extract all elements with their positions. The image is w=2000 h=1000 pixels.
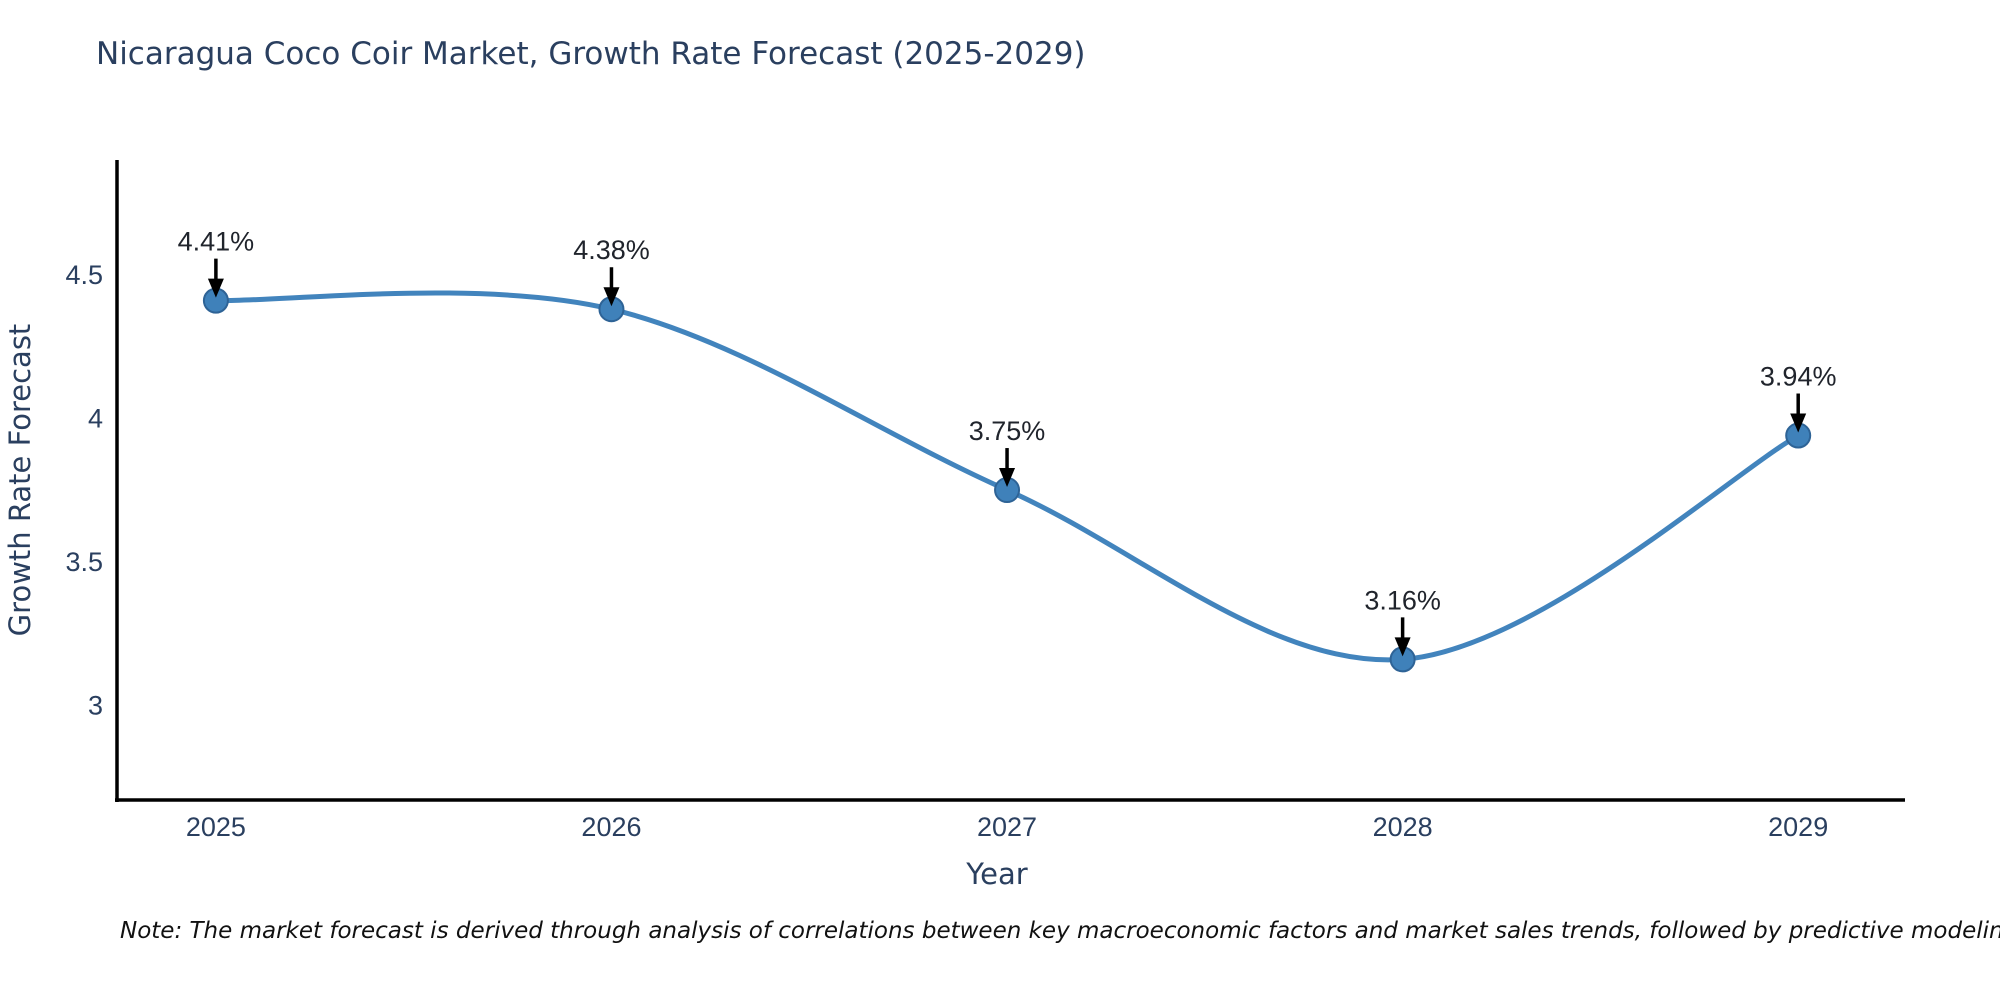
annotation-arrow-head [603,287,620,307]
x-tick-label: 2028 [1373,812,1433,842]
y-axis-tick-labels: 3 3.5 4 4.5 [65,260,103,720]
annotation-arrow-head [1790,413,1807,433]
y-tick-label: 4 [88,403,103,433]
annotation-arrow-head [207,278,224,298]
y-tick-label: 3 [88,690,103,720]
footnote: Note: The market forecast is derived thr… [120,918,2000,944]
data-point-label: 3.94% [1760,362,1837,392]
axes-spines [115,160,1905,802]
y-tick-label: 3.5 [65,547,103,577]
x-tick-label: 2029 [1768,812,1828,842]
x-tick-label: 2027 [977,812,1037,842]
data-point-label: 4.41% [178,227,255,257]
data-point-annotations: 4.41% 4.38% 3.75% 3.16% 3.94% [178,227,1837,657]
data-point-label: 4.38% [573,235,650,265]
annotation-arrow-head [1394,637,1411,657]
data-point-label: 3.16% [1364,585,1441,615]
data-point-label: 3.75% [969,416,1046,446]
x-axis-tick-labels: 2025 2026 2027 2028 2029 [186,812,1828,842]
x-tick-label: 2025 [186,812,246,842]
x-axis-label: Year [965,857,1027,891]
x-tick-label: 2026 [581,812,641,842]
y-axis-label: Growth Rate Forecast [3,324,37,637]
chart-title: Nicaragua Coco Coir Market, Growth Rate … [96,36,1086,72]
annotation-arrow-head [999,468,1016,488]
y-tick-label: 4.5 [65,260,103,290]
